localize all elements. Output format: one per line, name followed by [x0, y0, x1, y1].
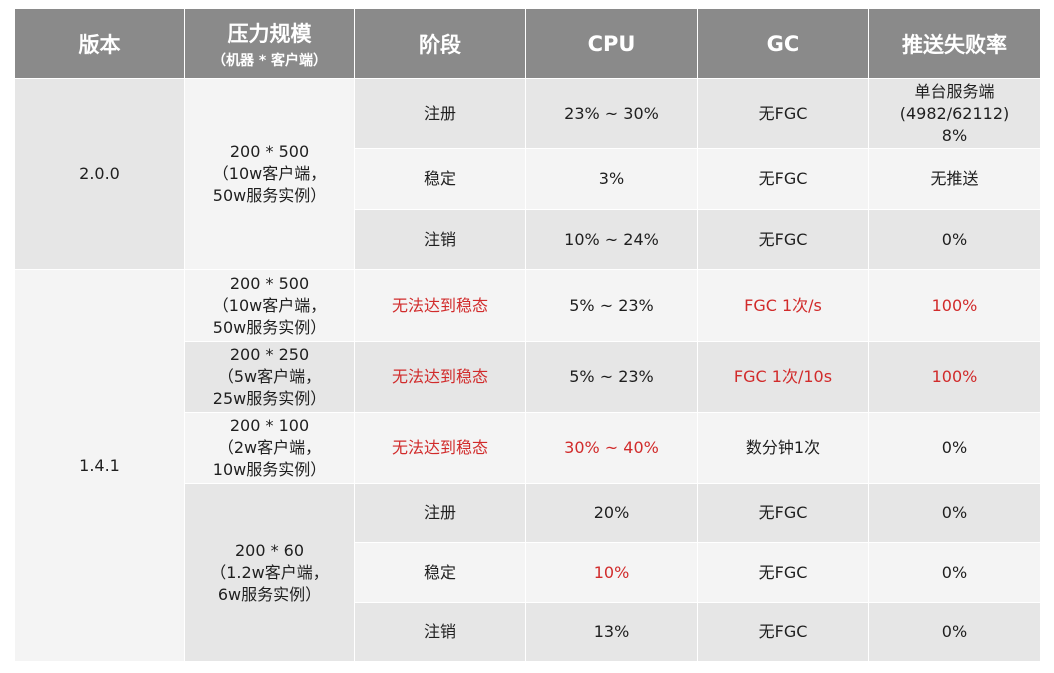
fail-rate-cell: 0%	[868, 483, 1041, 543]
header-cpu: CPU	[525, 8, 698, 79]
stage-cell: 无法达到稳态	[354, 412, 526, 484]
stage-cell: 稳定	[354, 148, 526, 210]
table-row: 200 * 250 （5w客户端， 25w服务实例） 无法达到稳态 5% ~ 2…	[15, 341, 1041, 413]
header-version: 版本	[14, 8, 185, 79]
version-cell: 1.4.1	[14, 269, 185, 662]
stage-cell: 注销	[354, 602, 526, 662]
header-gc: GC	[697, 8, 869, 79]
fail-rate-cell: 100%	[868, 269, 1041, 342]
version-cell: 2.0.0	[14, 78, 185, 270]
cpu-cell: 10%	[525, 542, 698, 603]
scale-cell: 200 * 500 （10w客户端， 50w服务实例）	[184, 269, 355, 342]
table-row: 注销 13% 无FGC 0%	[15, 602, 1041, 662]
stage-cell: 注销	[354, 209, 526, 270]
fail-rate-cell: 0%	[868, 209, 1041, 270]
stage-cell: 注册	[354, 483, 526, 543]
table-row: 200 * 60 （1.2w客户端， 6w服务实例） 注册 20% 无FGC 0…	[15, 483, 1041, 662]
table-row: 注销 10% ~ 24% 无FGC 0%	[15, 209, 1041, 270]
gc-cell: FGC 1次/10s	[697, 341, 869, 413]
cpu-cell: 13%	[525, 602, 698, 662]
cpu-cell: 5% ~ 23%	[525, 341, 698, 413]
cpu-cell: 10% ~ 24%	[525, 209, 698, 270]
cpu-cell: 20%	[525, 483, 698, 543]
header-scale-label: 压力规模	[227, 21, 312, 46]
header-scale: 压力规模 （机器 * 客户端）	[184, 8, 355, 79]
cpu-cell: 3%	[525, 148, 698, 210]
fail-rate-cell: 0%	[868, 602, 1041, 662]
gc-cell: 无FGC	[697, 148, 869, 210]
stage-cell: 无法达到稳态	[354, 269, 526, 342]
stage-cell: 无法达到稳态	[354, 341, 526, 413]
fail-rate-cell: 单台服务端 (4982/62112) 8%	[868, 78, 1041, 149]
cpu-cell: 5% ~ 23%	[525, 269, 698, 342]
scale-cell: 200 * 60 （1.2w客户端， 6w服务实例）	[184, 483, 355, 662]
fail-rate-cell: 0%	[868, 542, 1041, 603]
results-table-container: 版本 压力规模 （机器 * 客户端） 阶段 CPU GC 推送失败率 2.0.0…	[14, 8, 1041, 662]
gc-cell: 无FGC	[697, 602, 869, 662]
gc-cell: 无FGC	[697, 483, 869, 543]
stage-cell: 稳定	[354, 542, 526, 603]
header-row: 版本 压力规模 （机器 * 客户端） 阶段 CPU GC 推送失败率	[14, 8, 1041, 79]
gc-cell: 无FGC	[697, 542, 869, 603]
table-row: 2.0.0 200 * 500 （10w客户端， 50w服务实例） 注册 23%…	[14, 78, 1041, 270]
table-row: 稳定 3% 无FGC 无推送	[15, 148, 1041, 210]
fail-rate-cell: 100%	[868, 341, 1041, 413]
header-fail-rate: 推送失败率	[868, 8, 1041, 79]
scale-cell: 200 * 100 （2w客户端， 10w服务实例）	[184, 412, 355, 484]
scale-cell: 200 * 250 （5w客户端， 25w服务实例）	[184, 341, 355, 413]
table-row: 200 * 100 （2w客户端， 10w服务实例） 无法达到稳态 30% ~ …	[15, 412, 1041, 484]
gc-cell: 数分钟1次	[697, 412, 869, 484]
fail-rate-cell: 0%	[868, 412, 1041, 484]
pressure-test-table: 版本 压力规模 （机器 * 客户端） 阶段 CPU GC 推送失败率 2.0.0…	[14, 8, 1041, 662]
scale-cell: 200 * 500 （10w客户端， 50w服务实例）	[184, 78, 355, 270]
table-row: 稳定 10% 无FGC 0%	[15, 542, 1041, 603]
gc-cell: FGC 1次/s	[697, 269, 869, 342]
gc-cell: 无FGC	[697, 78, 869, 149]
cpu-cell: 30% ~ 40%	[525, 412, 698, 484]
stage-cell: 注册	[354, 78, 526, 149]
header-scale-sub: （机器 * 客户端）	[211, 52, 328, 69]
fail-rate-cell: 无推送	[868, 148, 1041, 210]
cpu-cell: 23% ~ 30%	[525, 78, 698, 149]
header-stage: 阶段	[354, 8, 526, 79]
gc-cell: 无FGC	[697, 209, 869, 270]
table-row: 1.4.1 200 * 500 （10w客户端， 50w服务实例） 无法达到稳态…	[14, 269, 1041, 662]
